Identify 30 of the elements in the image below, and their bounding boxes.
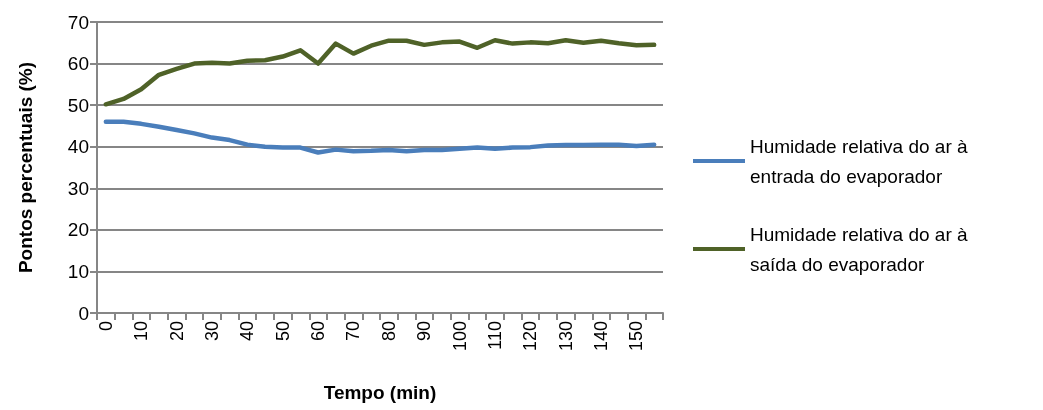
- y-tick-label: 10: [67, 260, 89, 282]
- line-series: [103, 38, 657, 107]
- x-tick-label: 130: [555, 321, 576, 352]
- x-tick-label: 50: [272, 321, 293, 342]
- x-tick-label: 40: [237, 321, 258, 342]
- x-axis-title: Tempo (min): [323, 382, 437, 403]
- y-tick-label: 70: [67, 11, 89, 33]
- x-tick-label: 30: [201, 321, 222, 342]
- y-tick-label: 40: [67, 136, 89, 158]
- x-tick-label: 70: [343, 321, 364, 342]
- x-tick-label: 110: [484, 321, 505, 350]
- x-tick-label: 0: [95, 321, 116, 332]
- x-tick-label: 10: [131, 321, 152, 342]
- x-tick-label: 150: [626, 321, 647, 352]
- x-tick-label: 80: [378, 321, 399, 342]
- x-tick-label: 120: [520, 321, 541, 352]
- y-tick-label: 20: [67, 219, 89, 241]
- y-tick-label: 50: [67, 94, 89, 116]
- y-tick-label: 30: [67, 177, 89, 199]
- legend-label: Humidade relativa do ar à entrada do evaporador: [750, 135, 973, 187]
- legend-label: Humidade relativa do ar à saída do evaporador: [750, 223, 973, 275]
- y-axis-title: Pontos percentuais (%): [15, 61, 36, 274]
- x-tick-label: 100: [449, 321, 470, 352]
- x-tick-label: 90: [414, 321, 435, 342]
- x-tick-label: 140: [591, 321, 612, 352]
- y-tick-label: 60: [67, 53, 89, 75]
- x-tick-label: 20: [166, 321, 187, 342]
- line-series: [103, 119, 657, 155]
- x-tick-label: 60: [308, 321, 329, 342]
- y-tick-label: 0: [78, 302, 89, 324]
